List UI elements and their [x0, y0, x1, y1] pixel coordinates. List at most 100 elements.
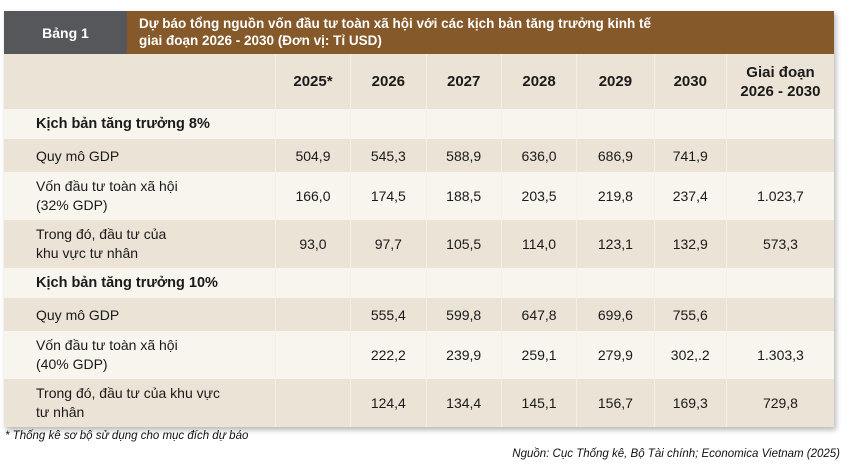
value-cell: 636,0 — [501, 139, 578, 172]
scenario-title: Kịch bản tăng trưởng 10% — [4, 268, 276, 298]
row-label-line1: Quy mô GDP — [36, 147, 120, 164]
footnote: * Thống kê sơ bộ sử dụng cho mục đích dự… — [5, 430, 249, 442]
value-cell: 302,.2 — [654, 331, 727, 379]
value-cell: 555,4 — [350, 298, 427, 331]
column-header-2025: 2025* — [275, 54, 352, 109]
row-label: Vốn đầu tư toàn xã hội (40% GDP) — [4, 331, 276, 379]
table-header-bar: Bảng 1 Dự báo tổng nguồn vốn đầu tư toàn… — [4, 11, 834, 54]
value-cell: 105,5 — [426, 220, 502, 268]
scenario-header-row: Kịch bản tăng trưởng 10% — [4, 268, 834, 298]
value-cell: 699,6 — [576, 298, 655, 331]
row-label-line1: Vốn đầu tư toàn xã hội — [36, 337, 178, 353]
data-table-container: Bảng 1 Dự báo tổng nguồn vốn đầu tư toàn… — [4, 11, 834, 427]
column-header-row: 2025* 2026 2027 2028 2029 2030 Giai đoạn… — [4, 54, 834, 109]
value-cell — [275, 298, 352, 331]
value-cell: 259,1 — [501, 331, 578, 379]
value-cell: 504,9 — [275, 139, 352, 172]
empty-cell — [426, 109, 502, 139]
value-cell: 573,3 — [726, 220, 834, 268]
empty-cell — [350, 268, 427, 298]
value-cell — [726, 139, 834, 172]
value-cell: 588,9 — [426, 139, 502, 172]
table-title: Dự báo tổng nguồn vốn đầu tư toàn xã hội… — [127, 11, 834, 54]
value-cell: 188,5 — [426, 172, 502, 220]
empty-cell — [654, 109, 727, 139]
forecast-table: 2025* 2026 2027 2028 2029 2030 Giai đoạn… — [4, 54, 834, 427]
row-label-line2: khu vực tư nhân — [36, 245, 139, 261]
scenario-title: Kịch bản tăng trưởng 8% — [4, 109, 276, 139]
row-label-line1: Vốn đầu tư toàn xã hội — [36, 178, 178, 194]
table-row: Trong đó, đầu tư của khu vực tư nhân 93,0 9… — [4, 220, 834, 268]
row-label-line1: Trong đó, đầu tư của khu vực — [36, 385, 220, 401]
empty-cell — [275, 109, 352, 139]
value-cell: 729,8 — [726, 379, 834, 427]
value-cell — [275, 331, 352, 379]
value-cell: 169,3 — [654, 379, 727, 427]
empty-cell — [501, 268, 578, 298]
scenario-header-row: Kịch bản tăng trưởng 8% — [4, 109, 834, 139]
column-header-2027: 2027 — [426, 54, 502, 109]
value-cell: 93,0 — [275, 220, 352, 268]
value-cell: 237,4 — [654, 172, 727, 220]
table-title-line1: Dự báo tổng nguồn vốn đầu tư toàn xã hội… — [139, 16, 652, 31]
value-cell: 219,8 — [576, 172, 655, 220]
empty-cell — [654, 268, 727, 298]
value-cell: 156,7 — [576, 379, 655, 427]
column-header-total: Giai đoạn 2026 - 2030 — [726, 54, 834, 109]
value-cell: 545,3 — [350, 139, 427, 172]
row-label-line2: (32% GDP) — [36, 197, 108, 213]
table-row: Vốn đầu tư toàn xã hội (32% GDP) 166,0 174,… — [4, 172, 834, 220]
value-cell: 741,9 — [654, 139, 727, 172]
column-header-2026: 2026 — [350, 54, 427, 109]
value-cell: 1.303,3 — [726, 331, 834, 379]
source-note: Nguồn: Cục Thống kê, Bộ Tài chính; Econo… — [512, 448, 840, 460]
value-cell: 755,6 — [654, 298, 727, 331]
value-cell: 599,8 — [426, 298, 502, 331]
value-cell: 123,1 — [576, 220, 655, 268]
column-header-empty — [4, 54, 276, 109]
empty-cell — [726, 268, 834, 298]
value-cell: 222,2 — [350, 331, 427, 379]
value-cell — [275, 379, 352, 427]
total-header-line2: 2026 - 2030 — [740, 82, 821, 100]
table-label: Bảng 1 — [4, 11, 127, 54]
table-body: Kịch bản tăng trưởng 8% Quy mô GDP 504,9 54… — [4, 109, 834, 427]
table-row: Quy mô GDP 504,9 545,3 588,9 636,0 686,9 741,9 — [4, 139, 834, 172]
column-header-2028: 2028 — [501, 54, 578, 109]
row-label: Trong đó, đầu tư của khu vực tư nhân — [4, 379, 276, 427]
value-cell: 239,9 — [426, 331, 502, 379]
row-label-line2: tư nhân — [36, 404, 85, 420]
value-cell: 134,4 — [426, 379, 502, 427]
value-cell: 174,5 — [350, 172, 427, 220]
empty-cell — [576, 109, 655, 139]
value-cell: 166,0 — [275, 172, 352, 220]
value-cell: 647,8 — [501, 298, 578, 331]
row-label: Quy mô GDP — [4, 298, 276, 331]
empty-cell — [576, 268, 655, 298]
row-label-line1: Trong đó, đầu tư của — [36, 226, 167, 242]
row-label-line1: Quy mô GDP — [36, 306, 120, 323]
row-label-line2: (40% GDP) — [36, 356, 108, 372]
value-cell: 124,4 — [350, 379, 427, 427]
value-cell: 686,9 — [576, 139, 655, 172]
column-header-2030: 2030 — [654, 54, 727, 109]
row-label: Vốn đầu tư toàn xã hội (32% GDP) — [4, 172, 276, 220]
table-title-line2: giai đoạn 2026 - 2030 (Đơn vị: Tỉ USD) — [139, 33, 382, 48]
column-header-2029: 2029 — [576, 54, 655, 109]
table-row: Vốn đầu tư toàn xã hội (40% GDP) 222,2 239,… — [4, 331, 834, 379]
row-label: Quy mô GDP — [4, 139, 276, 172]
table-row: Trong đó, đầu tư của khu vực tư nhân 124,4… — [4, 379, 834, 427]
value-cell: 1.023,7 — [726, 172, 834, 220]
table-row: Quy mô GDP 555,4 599,8 647,8 699,6 755,6 — [4, 298, 834, 331]
value-cell — [726, 298, 834, 331]
empty-cell — [275, 268, 352, 298]
value-cell: 114,0 — [501, 220, 578, 268]
value-cell: 279,9 — [576, 331, 655, 379]
value-cell: 203,5 — [501, 172, 578, 220]
total-header-line1: Giai đoạn — [746, 63, 815, 81]
empty-cell — [726, 109, 834, 139]
value-cell: 97,7 — [350, 220, 427, 268]
empty-cell — [501, 109, 578, 139]
value-cell: 145,1 — [501, 379, 578, 427]
value-cell: 132,9 — [654, 220, 727, 268]
